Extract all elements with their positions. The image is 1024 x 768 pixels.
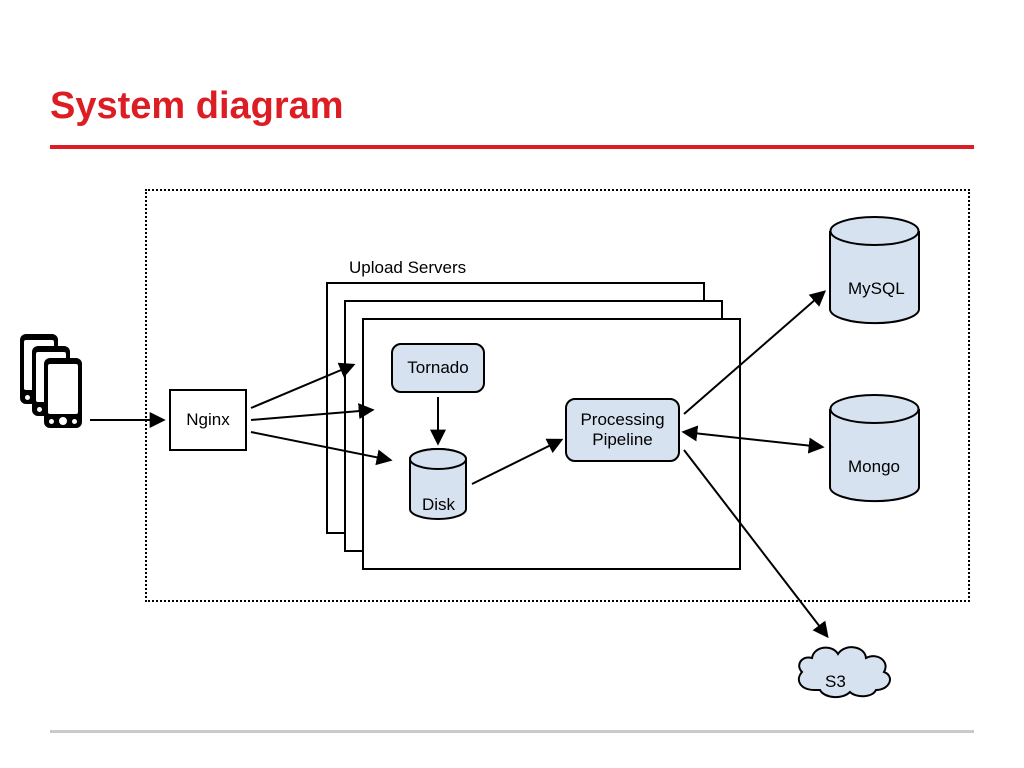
mongo-node: [827, 393, 922, 503]
s3-node: [790, 640, 900, 702]
tornado-label: Tornado: [407, 358, 468, 378]
mysql-node: [827, 215, 922, 325]
nginx-label: Nginx: [186, 410, 229, 430]
processing-node: Processing Pipeline: [565, 398, 680, 462]
mongo-label: Mongo: [848, 457, 900, 477]
processing-label: Processing Pipeline: [580, 410, 664, 451]
mysql-label: MySQL: [848, 279, 905, 299]
disk-label: Disk: [422, 495, 455, 515]
tornado-node: Tornado: [391, 343, 485, 393]
s3-label: S3: [825, 672, 846, 692]
upload-servers-label: Upload Servers: [349, 258, 466, 278]
page-title: System diagram: [50, 85, 344, 128]
nginx-node: Nginx: [169, 389, 247, 451]
title-underline: [50, 145, 974, 149]
phone-icon: [44, 358, 82, 428]
footer-rule: [50, 730, 974, 733]
